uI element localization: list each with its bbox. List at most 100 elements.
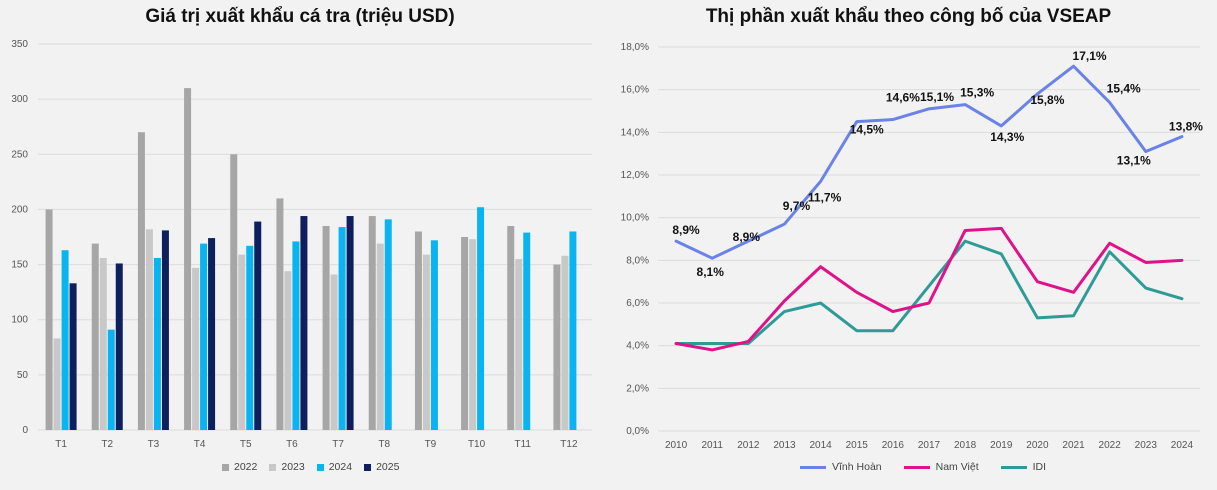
y-tick-label: 350 [11, 39, 28, 50]
legend-item-2023: 2023 [269, 461, 305, 473]
data-label: 15,4% [1107, 81, 1141, 95]
y-tick-label: 300 [11, 94, 28, 105]
bar-2024-T11 [523, 232, 531, 430]
y-tick-label: 16,0% [621, 85, 649, 96]
legend-label: 2022 [234, 461, 258, 473]
data-label: 9,7% [783, 199, 811, 213]
y-tick-label: 12,0% [621, 170, 649, 181]
x-tick-label: T2 [101, 439, 113, 450]
y-tick-label: 200 [11, 204, 28, 215]
x-tick-label: T11 [515, 439, 532, 450]
data-label: 14,5% [850, 123, 884, 137]
data-label: 15,1% [920, 90, 954, 104]
legend-label: Nam Việt [935, 461, 979, 473]
bar-2024-T9 [430, 240, 438, 430]
bar-2022-T6 [276, 198, 284, 430]
bar-2023-T12 [561, 255, 569, 430]
bar-2024-T2 [107, 329, 115, 430]
bar-2024-T4 [200, 243, 208, 430]
legend-swatch [316, 463, 324, 471]
bar-2022-T3 [137, 132, 145, 430]
y-tick-label: 18,0% [621, 42, 649, 53]
legend-item-Vĩnh Hoàn: Vĩnh Hoàn [800, 461, 882, 473]
bar-2022-T12 [553, 264, 561, 430]
bar-2023-T3 [145, 229, 153, 430]
x-tick-label: 2015 [846, 440, 869, 451]
bar-chart-legend: 2022 2023 2024 2025 [222, 461, 411, 473]
bar-2024-T6 [292, 241, 300, 430]
x-tick-label: 2019 [990, 440, 1013, 451]
x-tick-label: 2018 [954, 440, 977, 451]
bar-2025-T2 [115, 263, 123, 430]
data-label: 13,1% [1117, 154, 1151, 168]
bar-chart-svg: 0 50 100 150 200 250 300 350 T1 T2 T3 T4 T5 T6 T7 T8 T9 T… [11, 39, 592, 450]
bar-2022-T10 [461, 237, 469, 430]
legend-label: 2023 [281, 461, 305, 473]
bar-2023-T11 [515, 259, 523, 430]
x-tick-label: 2020 [1026, 440, 1049, 451]
x-tick-label: T10 [468, 439, 486, 450]
data-label: 14,6% [886, 91, 920, 105]
legend-item-IDI: IDI [1000, 461, 1046, 473]
legend-swatch [903, 465, 930, 469]
bar-2022-T4 [184, 88, 192, 430]
x-tick-label: 2012 [737, 440, 760, 451]
series-line-IDI [674, 239, 1184, 346]
y-tick-label: 0 [22, 425, 28, 436]
bar-2023-T9 [422, 254, 430, 430]
legend-swatch [1000, 465, 1027, 469]
bar-2025-T6 [300, 216, 308, 430]
y-tick-label: 6,0% [626, 298, 649, 309]
series-line-Nam Việt [674, 226, 1184, 352]
bar-2025-T7 [346, 216, 354, 430]
bar-2023-T6 [284, 271, 292, 430]
x-tick-label: T12 [560, 439, 578, 450]
line-chart-panel: Thị phần xuất khẩu theo công bố của VSEA… [600, 0, 1217, 490]
bar-2025-T3 [161, 230, 169, 430]
y-tick-label: 4,0% [626, 341, 649, 352]
y-tick-label: 50 [17, 370, 29, 381]
y-tick-label: 250 [11, 149, 28, 160]
legend-label: 2025 [376, 461, 400, 473]
bar-2023-T7 [330, 274, 338, 430]
data-label: 15,8% [1030, 93, 1064, 107]
x-tick-label: T9 [425, 439, 437, 450]
legend-item-2022: 2022 [222, 461, 257, 473]
legend-label: Vĩnh Hoàn [832, 461, 882, 473]
data-label: 15,3% [960, 86, 994, 100]
x-tick-label: 2021 [1062, 440, 1085, 451]
x-tick-label: T3 [148, 439, 160, 450]
data-label: 14,3% [990, 130, 1024, 144]
bar-2023-T10 [469, 239, 477, 430]
y-tick-label: 10,0% [621, 213, 649, 224]
legend-swatch [800, 465, 826, 469]
bar-2024-T5 [246, 245, 254, 430]
legend-swatch [222, 463, 229, 471]
line-chart-svg: 0,0% 2,0% 4,0% 6,0% 8,0% 10,0% 12,0% 14,0% 16,0%… [621, 42, 1204, 451]
bar-2025-T5 [254, 221, 262, 430]
bar-2023-T2 [99, 257, 107, 430]
bar-2024-T3 [153, 257, 161, 430]
series-line-Vĩnh Hoàn [674, 64, 1184, 260]
x-tick-label: T8 [378, 439, 390, 450]
bar-2022-T2 [91, 243, 99, 430]
legend-label: 2024 [328, 461, 353, 473]
bar-2022-T8 [368, 216, 376, 430]
x-tick-label: T5 [240, 439, 252, 450]
bar-2022-T1 [45, 209, 53, 430]
x-tick-label: T1 [55, 439, 67, 450]
bar-2024-T1 [61, 250, 69, 430]
data-label: 8,9% [672, 223, 700, 237]
data-label: 13,8% [1169, 120, 1203, 134]
line-chart-legend: Vĩnh Hoàn Nam Việt IDI [800, 461, 1068, 473]
x-tick-label: 2017 [918, 440, 941, 451]
bar-chart-panel: Giá trị xuất khẩu cá tra (triệu USD) 0 50… [0, 0, 600, 490]
y-tick-label: 2,0% [626, 383, 649, 394]
x-tick-label: 2010 [665, 440, 688, 451]
bar-2022-T7 [322, 225, 330, 430]
bar-2022-T9 [414, 231, 422, 430]
bar-2024-T7 [338, 227, 346, 430]
y-tick-label: 150 [11, 260, 28, 271]
bar-2025-T1 [69, 283, 77, 430]
data-label: 8,1% [697, 265, 725, 279]
